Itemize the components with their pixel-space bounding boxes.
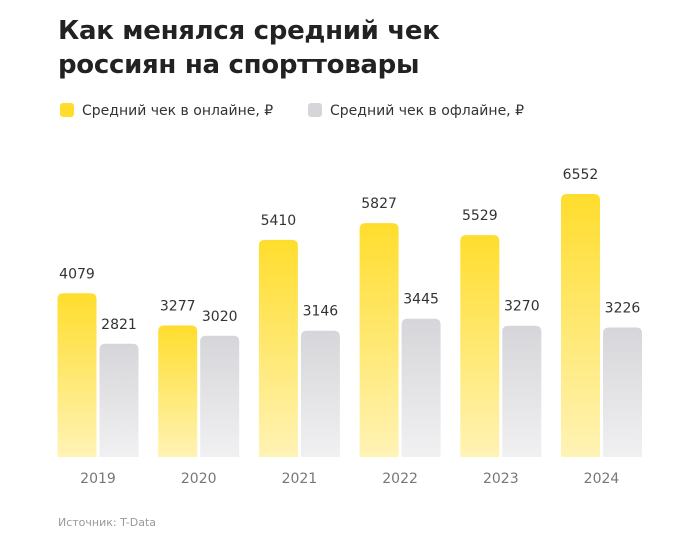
value-label: 3146	[303, 304, 339, 320]
value-label: 5827	[361, 196, 397, 212]
x-tick-label: 2021	[282, 471, 318, 487]
value-label: 5410	[261, 213, 297, 229]
value-label: 3226	[605, 301, 641, 317]
bar	[359, 223, 399, 457]
bar	[603, 327, 642, 457]
bar	[300, 330, 340, 457]
legend-label: Средний чек в офлайне, ₽	[330, 103, 524, 119]
x-tick-label: 2023	[483, 471, 519, 487]
chart-title: Как менялся средний чек россиян на спорт…	[58, 16, 440, 80]
bar	[401, 318, 441, 457]
value-label: 3020	[202, 309, 238, 325]
source: Источник: T-Data	[58, 516, 156, 529]
value-label: 3445	[403, 292, 439, 308]
bar	[561, 194, 600, 457]
bar	[158, 325, 198, 457]
bar	[200, 335, 240, 457]
value-label: 3270	[504, 299, 540, 315]
legend-swatch	[308, 103, 322, 117]
value-label: 3277	[160, 298, 196, 314]
x-tick-label: 2019	[80, 471, 116, 487]
value-label: 6552	[563, 167, 599, 183]
bar	[57, 293, 97, 457]
value-label: 2821	[101, 317, 137, 333]
value-label: 4079	[59, 266, 95, 282]
legend-label: Средний чек в онлайне, ₽	[82, 103, 273, 119]
x-tick-label: 2020	[181, 471, 217, 487]
bar	[99, 343, 139, 457]
x-tick-label: 2022	[382, 471, 418, 487]
x-tick-label: 2024	[584, 471, 620, 487]
value-label: 5529	[462, 208, 498, 224]
legend-swatch	[60, 103, 74, 117]
bar	[460, 235, 500, 457]
bar	[258, 239, 298, 457]
bar	[502, 325, 542, 457]
